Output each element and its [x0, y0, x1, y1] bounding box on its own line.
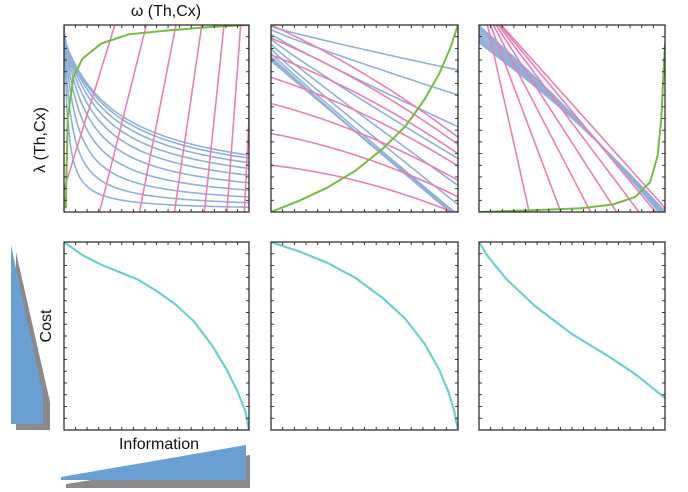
pink-contour-1	[271, 132, 458, 198]
blue-contour-4	[271, 48, 458, 206]
tick-marks	[64, 242, 249, 430]
blue-contour-9	[64, 39, 249, 156]
pink-contour-5	[226, 25, 242, 212]
blue-contour-9	[271, 25, 458, 71]
plot-area	[64, 242, 249, 430]
pink-contour-0	[486, 25, 530, 212]
blue-contour-7	[64, 36, 249, 164]
blue-contour-2	[64, 27, 249, 198]
tick-marks	[479, 242, 665, 430]
pink-contour-5	[271, 37, 458, 146]
blue-contour-8	[271, 28, 458, 96]
cost-wedge	[11, 245, 50, 430]
tick-marks	[271, 25, 458, 212]
lambda-axis-title: λ (Th,Cx)	[32, 107, 49, 173]
information-wedge	[61, 445, 250, 488]
blue-contour-7	[271, 33, 458, 128]
tick-marks	[479, 25, 665, 212]
pink-contour-2	[138, 25, 177, 212]
green-series-line	[271, 25, 458, 212]
tick-marks	[64, 25, 249, 212]
pink-contour-1	[489, 25, 562, 212]
tick-marks	[271, 242, 458, 430]
pink-contour-3	[495, 25, 618, 212]
blue-contour-3	[271, 52, 458, 212]
blue-contour-6	[271, 38, 458, 160]
plot-area	[64, 25, 249, 212]
pink-contour-3	[173, 25, 203, 212]
panel-cost-left	[63, 241, 250, 431]
cyan-series-line	[64, 242, 249, 430]
pink-contour-4	[271, 54, 458, 155]
cyan-series-line	[271, 242, 458, 430]
blue-contour-0	[64, 25, 249, 209]
panel-cost-middle	[270, 241, 459, 431]
blue-contour-9	[479, 25, 665, 212]
panel-contour-right	[478, 24, 666, 213]
pink-contour-5	[499, 25, 657, 212]
panel-frame	[478, 241, 666, 431]
blue-contour-2	[271, 55, 458, 212]
blue-contour-4	[64, 31, 249, 184]
plot-area	[271, 25, 458, 212]
blue-contour-8	[64, 38, 249, 159]
pink-contour-6	[271, 25, 458, 138]
omega-axis-title: ω (Th,Cx)	[131, 3, 201, 20]
cost-wedge-fill	[11, 245, 43, 424]
blue-contour-5	[64, 33, 249, 176]
pink-contour-2	[271, 102, 458, 182]
pink-contour-2	[492, 25, 592, 212]
plot-area	[271, 242, 458, 430]
blue-contour-3	[64, 29, 249, 191]
cost-axis-title: Cost	[38, 309, 55, 342]
green-series-line	[479, 43, 665, 212]
information-axis-title: Information	[119, 436, 199, 453]
panel-contour-middle	[270, 24, 459, 213]
pink-contour-6	[243, 25, 249, 212]
pink-contour-3	[271, 76, 458, 167]
panel-frame	[270, 241, 459, 431]
blue-contour-6	[64, 34, 249, 170]
blue-contour-1	[64, 26, 249, 204]
pink-contour-1	[98, 25, 148, 212]
panel-cost-right	[478, 241, 666, 431]
pink-contour-4	[497, 25, 640, 212]
pink-contour-6	[500, 25, 665, 212]
plot-area	[479, 25, 665, 212]
cyan-series-line	[479, 242, 665, 399]
panels	[63, 24, 666, 431]
information-wedge-fill	[61, 445, 246, 480]
pink-contour-0	[271, 164, 458, 212]
plot-area	[479, 242, 665, 399]
green-series-line	[64, 25, 249, 209]
panel-contour-left	[63, 24, 250, 213]
pink-contour-4	[203, 25, 225, 212]
panel-frame	[63, 241, 250, 431]
